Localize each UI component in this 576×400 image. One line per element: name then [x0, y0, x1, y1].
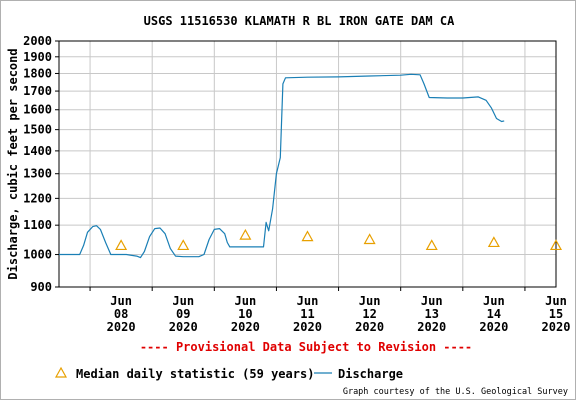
y-axis-label: Discharge, cubic feet per second: [6, 48, 20, 279]
x-tick-label: 10: [238, 307, 252, 321]
y-tick-label: 1000: [23, 248, 52, 262]
y-tick-label: 1700: [23, 84, 52, 98]
x-tick-label: 08: [114, 307, 128, 321]
provisional-notice: ---- Provisional Data Subject to Revisio…: [140, 340, 472, 354]
x-tick-label: 13: [425, 307, 439, 321]
y-tick-label: 900: [30, 280, 52, 294]
legend-discharge-label: Discharge: [338, 367, 403, 381]
x-tick-label: 2020: [479, 320, 508, 334]
x-tick-label: 2020: [355, 320, 384, 334]
y-tick-label: 1900: [23, 50, 52, 64]
x-tick-label: 2020: [231, 320, 260, 334]
x-tick-label: 14: [487, 307, 501, 321]
median-marker: [549, 239, 563, 251]
x-tick-label: 2020: [542, 320, 571, 334]
legend-median-marker: [54, 366, 68, 378]
x-tick-label: Jun: [545, 294, 567, 308]
x-tick-label: 15: [549, 307, 563, 321]
y-tick-label: 2000: [23, 34, 52, 48]
x-tick-label: Jun: [110, 294, 132, 308]
median-marker: [115, 239, 128, 251]
y-axis-ticks: 900 1000 1100 1200 1300 1400 1500 1600 1700 1800 1…: [23, 34, 59, 294]
chart-title: USGS 11516530 KLAMATH R BL IRON GATE DAM…: [144, 14, 455, 28]
y-tick-label: 1100: [23, 218, 52, 232]
x-axis-ticks: Jun082020Jun092020Jun102020Jun112020Jun1…: [89, 287, 571, 334]
median-markers: [115, 228, 563, 251]
x-tick-label: 2020: [293, 320, 322, 334]
series-layer: [59, 73, 505, 259]
x-tick-label: Jun: [483, 294, 505, 308]
median-marker: [487, 236, 500, 248]
median-marker: [363, 233, 376, 245]
x-tick-label: 2020: [169, 320, 198, 334]
x-tick-label: Jun: [172, 294, 194, 308]
y-tick-label: 1300: [23, 167, 52, 181]
median-marker: [301, 230, 314, 242]
median-marker: [177, 239, 190, 251]
x-tick-label: 2020: [107, 320, 136, 334]
graph-credit: Graph courtesy of the U.S. Geological Su…: [343, 387, 568, 397]
median-marker: [425, 239, 438, 251]
x-tick-label: 2020: [417, 320, 446, 334]
plot-area: [58, 40, 557, 288]
y-tick-label: 1800: [23, 66, 52, 80]
y-tick-label: 1500: [23, 123, 52, 137]
median-marker: [239, 228, 252, 240]
legend: Median daily statistic (59 years) Discha…: [54, 366, 403, 381]
x-tick-label: Jun: [359, 294, 381, 308]
x-tick-label: 09: [176, 307, 190, 321]
x-tick-label: 11: [300, 307, 314, 321]
discharge-line: [59, 73, 505, 259]
y-tick-label: 1400: [23, 144, 52, 158]
y-tick-label: 1600: [23, 103, 52, 117]
legend-median-label: Median daily statistic (59 years): [76, 367, 314, 381]
y-tick-label: 1200: [23, 191, 52, 205]
x-tick-label: Jun: [297, 294, 319, 308]
x-tick-label: 12: [362, 307, 376, 321]
grid-lines: [59, 41, 556, 287]
x-tick-label: Jun: [421, 294, 443, 308]
x-tick-label: Jun: [235, 294, 257, 308]
